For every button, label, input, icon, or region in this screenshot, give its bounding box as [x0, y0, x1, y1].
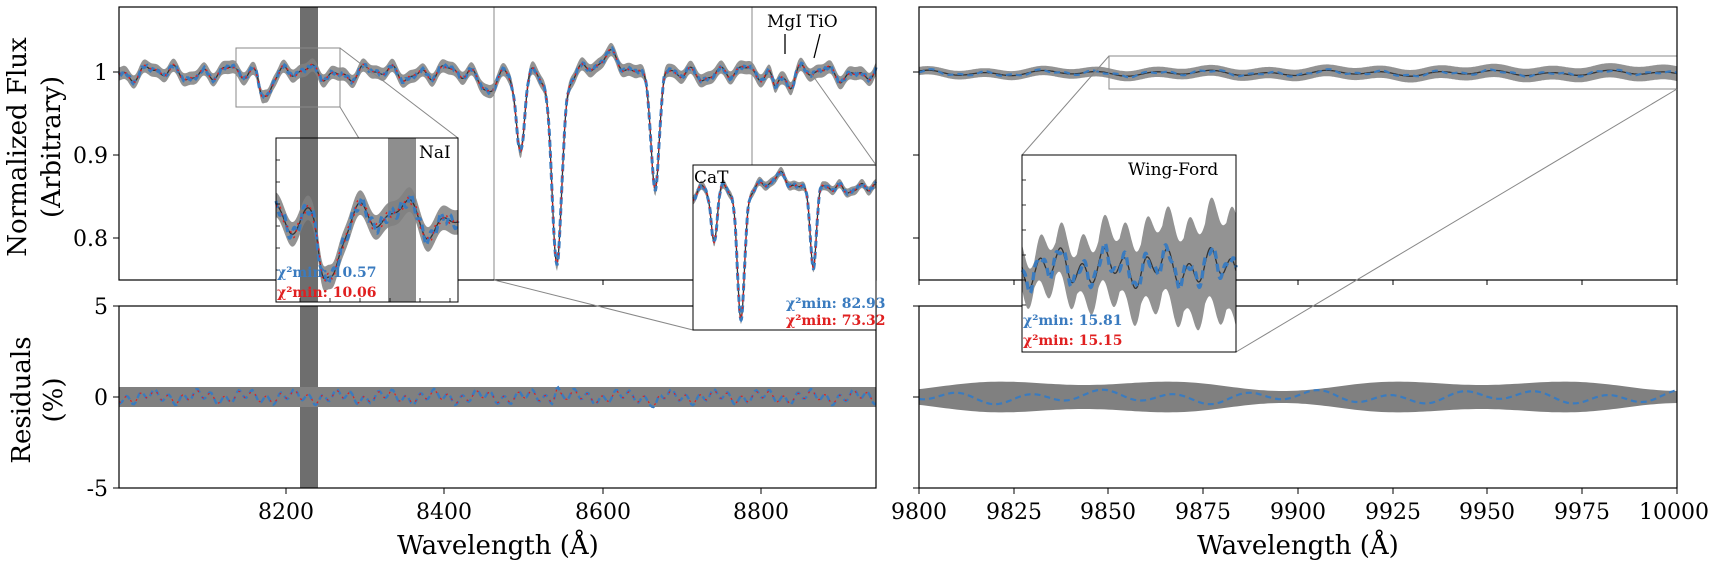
- chi2-symbol: χ²min: [786, 313, 832, 329]
- flux-ylabel-line2: (Arbitrary): [37, 76, 67, 218]
- x-tick-label: 9975: [1554, 500, 1610, 525]
- resid-left-x-ticks: 8200 8400 8600 8800: [258, 488, 789, 525]
- x-tick-label: 9850: [1080, 500, 1136, 525]
- x-tick-label: 9950: [1459, 500, 1515, 525]
- connector-wingford: [1236, 89, 1677, 352]
- flux-right-y-ticks: [913, 72, 919, 238]
- inset-wingford-chi2-blue: χ²min: 15.81: [1023, 313, 1123, 329]
- x-tick-label: 9800: [891, 500, 947, 525]
- resid-ylabel-line2: (%): [39, 378, 69, 423]
- x-tick-label: 9825: [986, 500, 1042, 525]
- resid-right-uncertainty-band: [919, 382, 1677, 413]
- y-tick-label: 5: [94, 295, 108, 320]
- resid-right-xlabel: Wavelength (Å): [1197, 529, 1399, 561]
- chi2-symbol: χ²min: [1023, 313, 1069, 329]
- x-tick-label: 10000: [1639, 500, 1709, 525]
- x-tick-label: 8600: [575, 500, 631, 525]
- y-tick-label: -5: [87, 477, 108, 502]
- chi2-value: : 10.06: [323, 285, 377, 301]
- chi2-value: : 73.32: [832, 313, 886, 329]
- chi2-symbol: χ²min: [277, 285, 323, 301]
- tio-label: TiO: [807, 12, 838, 32]
- y-tick-label: 0.8: [73, 227, 108, 252]
- x-tick-label: 9925: [1365, 500, 1421, 525]
- chi2-symbol: χ²min: [1023, 333, 1069, 349]
- inset-wingford-label: Wing-Ford: [1128, 160, 1218, 180]
- inset-nai: NaI χ²min: 10.57 χ²min: 10.06: [276, 138, 458, 302]
- resid-right-panel: 9800 9825 9850 9875 9900 9925 9950 9975 …: [891, 306, 1709, 561]
- mgi-label: MgI: [767, 12, 802, 32]
- resid-right-y-ticks: [913, 306, 919, 488]
- x-tick-label: 8800: [733, 500, 789, 525]
- chi2-symbol: χ²min: [786, 296, 832, 312]
- inset-cat-chi2-red: χ²min: 73.32: [786, 313, 886, 329]
- x-tick-label: 8200: [258, 500, 314, 525]
- connector-cat: [494, 280, 693, 330]
- inset-cat: CaT χ²min: 82.93 χ²min: 73.32: [693, 165, 886, 330]
- chi2-value: : 15.81: [1069, 313, 1123, 329]
- inset-cat-label: CaT: [694, 168, 729, 188]
- inset-wingford-chi2-red: χ²min: 15.15: [1023, 333, 1123, 349]
- chi2-value: : 82.93: [832, 296, 886, 312]
- y-tick-label: 0.9: [73, 144, 108, 169]
- inset-nai-chi2-red: χ²min: 10.06: [277, 285, 377, 301]
- inset-nai-label: NaI: [419, 143, 451, 163]
- y-tick-label: 1: [94, 61, 108, 86]
- resid-right-x-ticks: 9800 9825 9850 9875 9900 9925 9950 9975 …: [891, 488, 1709, 525]
- resid-ylabel-line1: Residuals: [7, 336, 37, 463]
- tio-marker: [814, 34, 820, 58]
- resid-left-y-ticks: 5 0 -5: [87, 295, 119, 502]
- inset-cat-chi2-blue: χ²min: 82.93: [786, 296, 886, 312]
- inset-nai-chi2-blue: χ²min: 10.57: [277, 265, 377, 281]
- x-tick-label: 9875: [1175, 500, 1231, 525]
- flux-left-y-ticks: 0.8 0.9 1: [73, 61, 119, 252]
- chi2-value: : 10.57: [323, 265, 377, 281]
- y-tick-label: 0: [94, 386, 108, 411]
- flux-ylabel-line1: Normalized Flux: [3, 37, 33, 257]
- x-tick-label: 8400: [416, 500, 472, 525]
- chi2-symbol: χ²min: [277, 265, 323, 281]
- resid-left-xlabel: Wavelength (Å): [397, 529, 599, 561]
- resid-left-panel: 5 0 -5 8200 8400 8600 8800 Residuals (%)…: [7, 295, 876, 561]
- inset-wingford: Wing-Ford χ²min: 15.81 χ²min: 15.15: [1022, 155, 1236, 352]
- chi2-value: : 15.15: [1069, 333, 1123, 349]
- x-tick-label: 9900: [1270, 500, 1326, 525]
